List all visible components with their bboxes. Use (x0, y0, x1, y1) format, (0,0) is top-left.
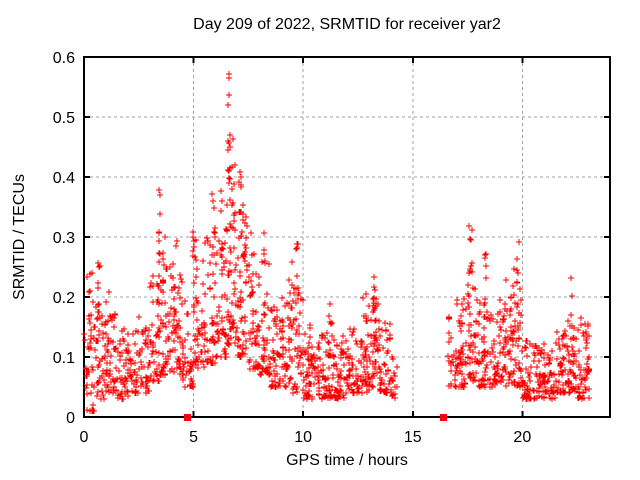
y-tick-label: 0.5 (53, 110, 75, 127)
x-tick-label: 5 (189, 429, 198, 446)
x-tick-label: 0 (80, 429, 89, 446)
data-points-plus-markers (81, 71, 592, 414)
y-tick-label: 0.6 (53, 50, 75, 67)
y-axis-label: SRMTID / TECUs (11, 174, 28, 300)
data-point-square-marker (440, 414, 447, 421)
y-tick-label: 0.3 (53, 230, 75, 247)
x-tick-label: 15 (404, 429, 422, 446)
x-tick-label: 20 (513, 429, 531, 446)
y-tick-label: 0.1 (53, 350, 75, 367)
y-tick-label: 0.4 (53, 170, 75, 187)
chart-title: Day 209 of 2022, SRMTID for receiver yar… (193, 16, 501, 33)
y-tick-label: 0.2 (53, 290, 75, 307)
data-point-square-marker (184, 414, 191, 421)
x-tick-label: 10 (294, 429, 312, 446)
y-tick-label: 0 (66, 410, 75, 427)
x-axis-label: GPS time / hours (286, 452, 408, 469)
